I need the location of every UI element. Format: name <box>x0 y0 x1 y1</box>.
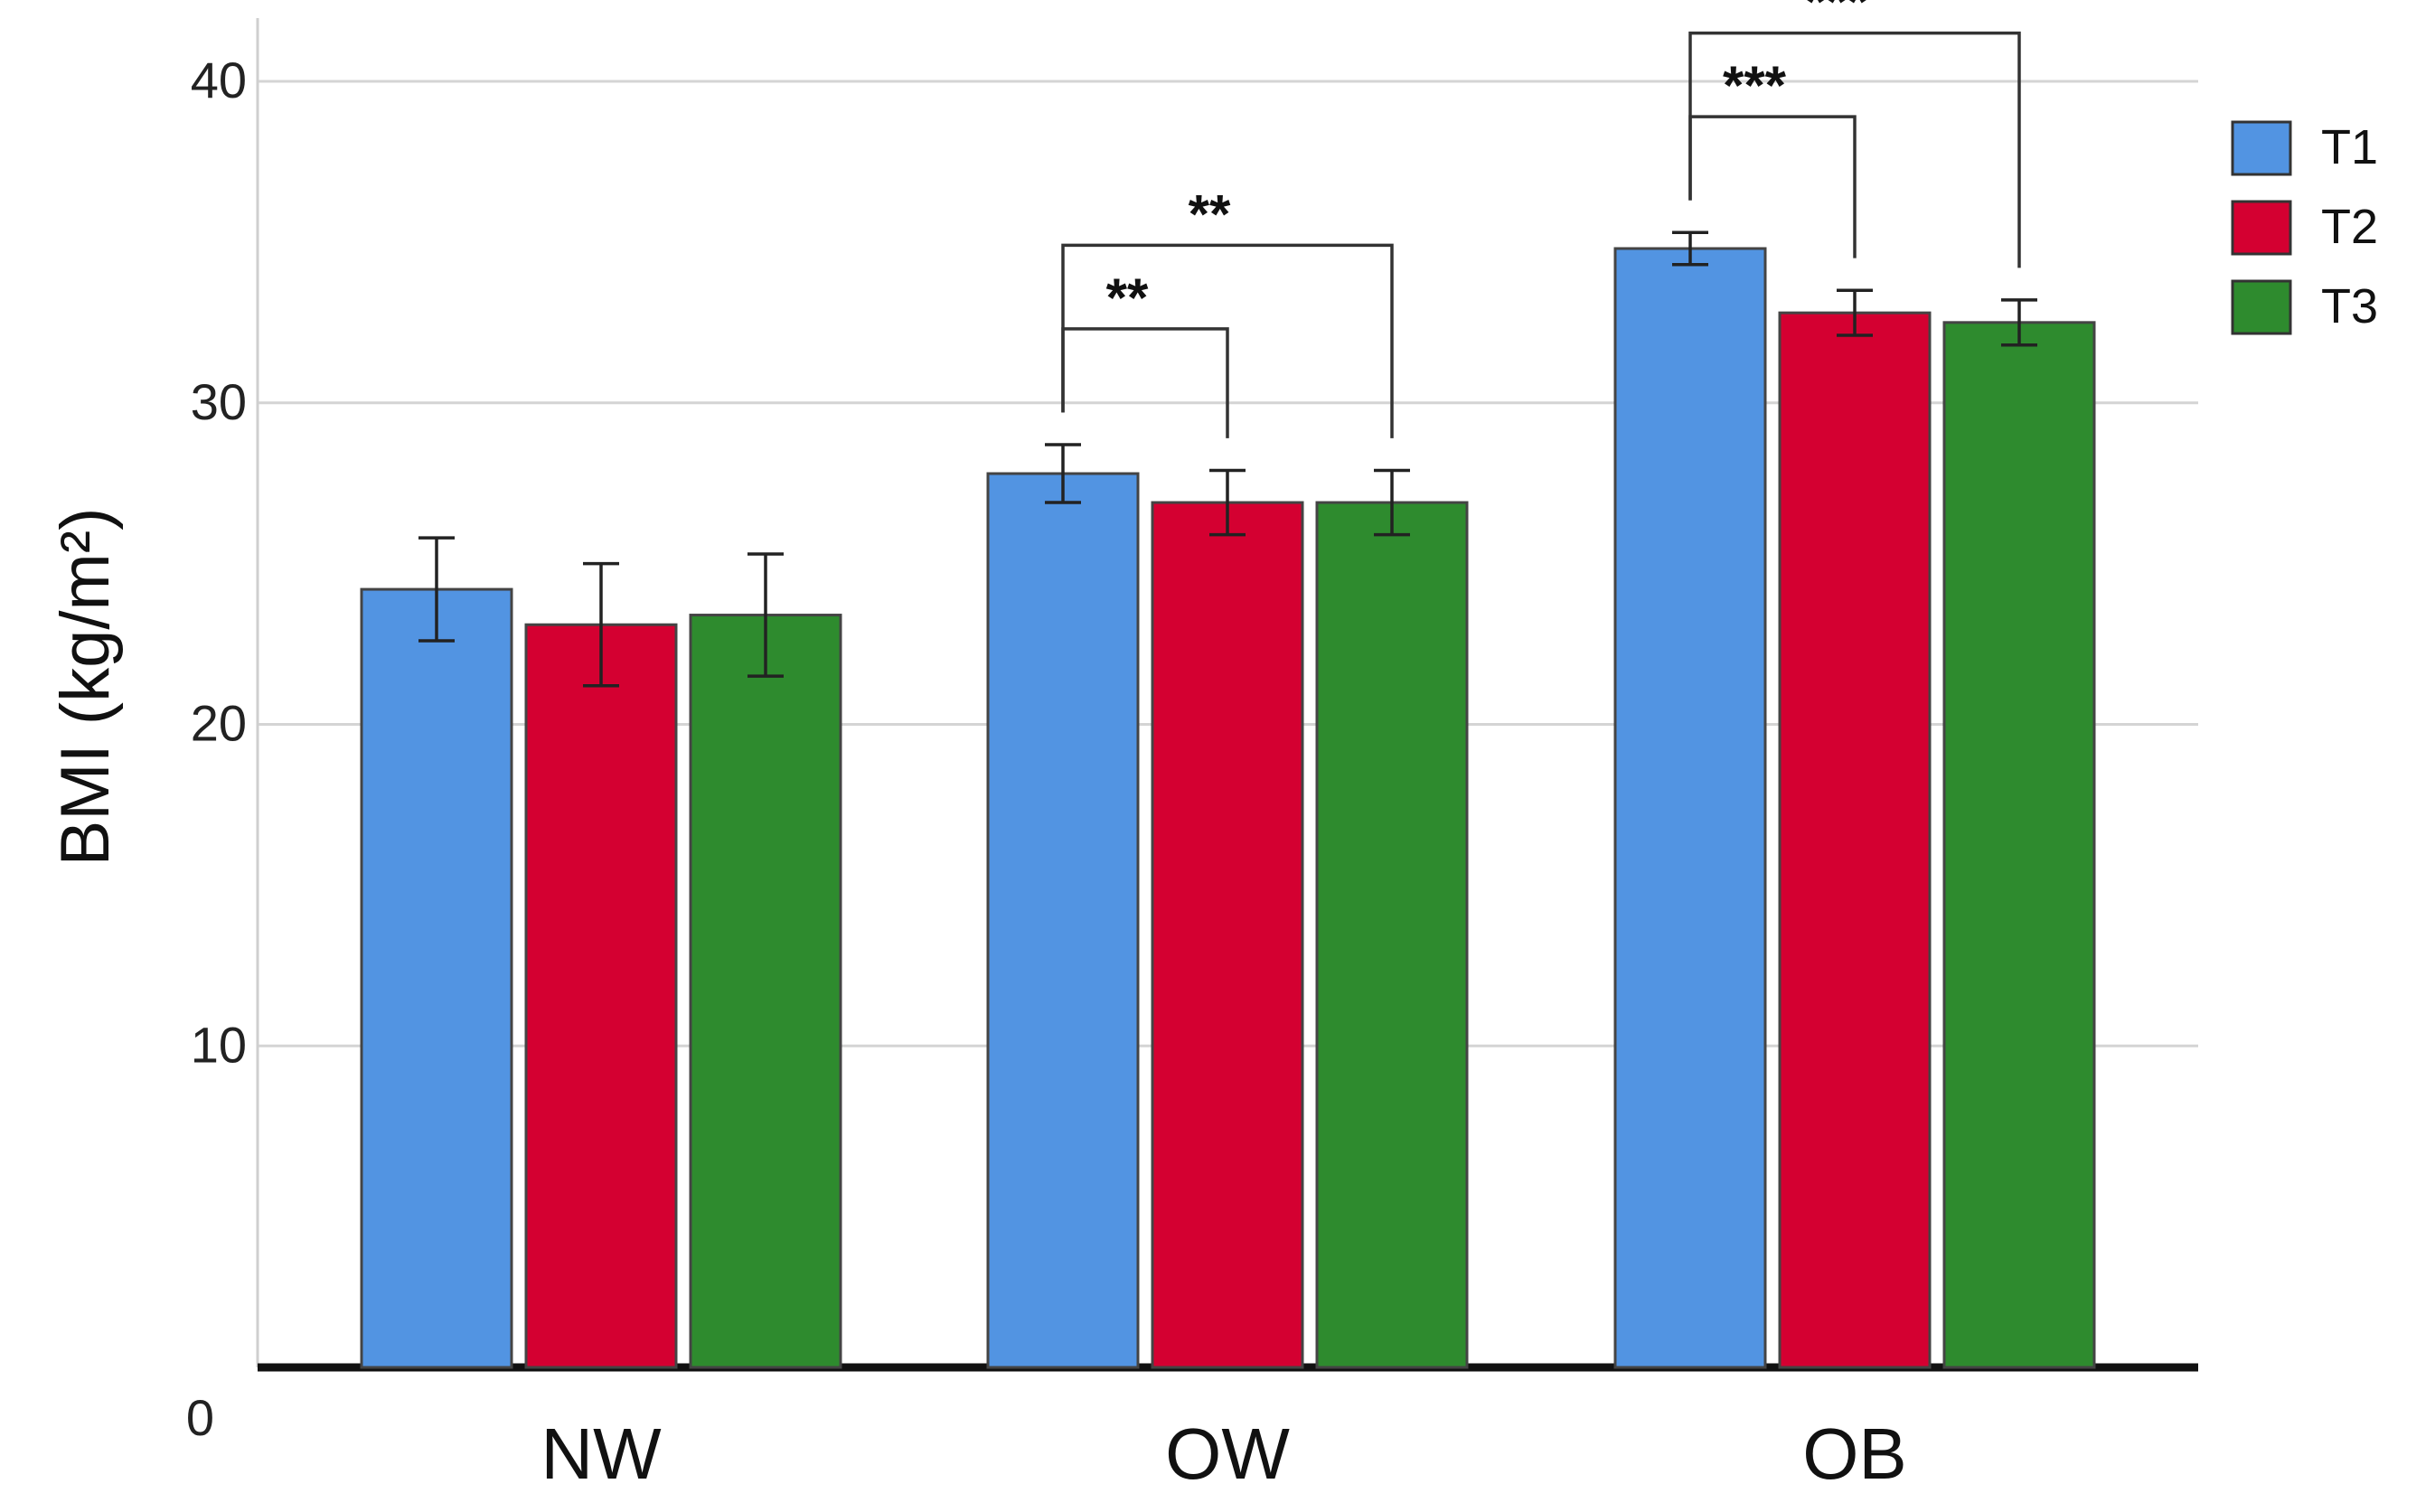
bar-OW-T2 <box>1151 501 1304 1369</box>
significance-brackets: ********** <box>1061 0 2021 438</box>
y-axis-title: BMI (kg/m²) <box>47 508 124 867</box>
error-bars <box>418 230 2037 688</box>
x-category-label: OB <box>1802 1413 1907 1494</box>
significance-label: *** <box>1723 55 1787 116</box>
legend: T1 T2 T3 <box>2231 120 2378 335</box>
significance-label: ** <box>1106 268 1149 328</box>
bar-NW-T3 <box>689 614 842 1369</box>
legend-swatch-T1 <box>2231 120 2292 176</box>
y-tick-label: 10 <box>191 1016 247 1073</box>
legend-swatch-T2 <box>2231 200 2292 256</box>
bar-OB-T2 <box>1778 311 1932 1369</box>
bar-NW-T1 <box>360 587 513 1369</box>
significance-bracket <box>1688 115 1857 258</box>
category-labels: NW OW OB <box>541 1413 1906 1494</box>
bar-OW-T3 <box>1315 501 1469 1369</box>
significance-bracket <box>1061 243 1394 438</box>
legend-label-T1: T1 <box>2321 120 2378 174</box>
y-tick-label: 20 <box>191 695 247 752</box>
bar-OB-T3 <box>1942 321 2096 1369</box>
bars <box>360 247 2096 1369</box>
y-tick-label: 30 <box>191 373 247 430</box>
bar-OW-T1 <box>986 472 1140 1369</box>
significance-bracket <box>1061 327 1229 438</box>
legend-swatch-T3 <box>2231 279 2292 335</box>
bar-NW-T2 <box>524 623 678 1369</box>
y-tick-label: 40 <box>191 52 247 108</box>
x-category-label: NW <box>541 1413 662 1494</box>
significance-bracket <box>1688 31 2021 268</box>
legend-label-T2: T2 <box>2321 200 2378 254</box>
bar-OB-T1 <box>1613 247 1767 1369</box>
significance-label: *** <box>1805 0 1869 33</box>
x-category-label: OW <box>1165 1413 1290 1494</box>
legend-label-T3: T3 <box>2321 279 2378 333</box>
y-tick-label: 0 <box>186 1389 214 1446</box>
significance-label: ** <box>1189 183 1231 244</box>
